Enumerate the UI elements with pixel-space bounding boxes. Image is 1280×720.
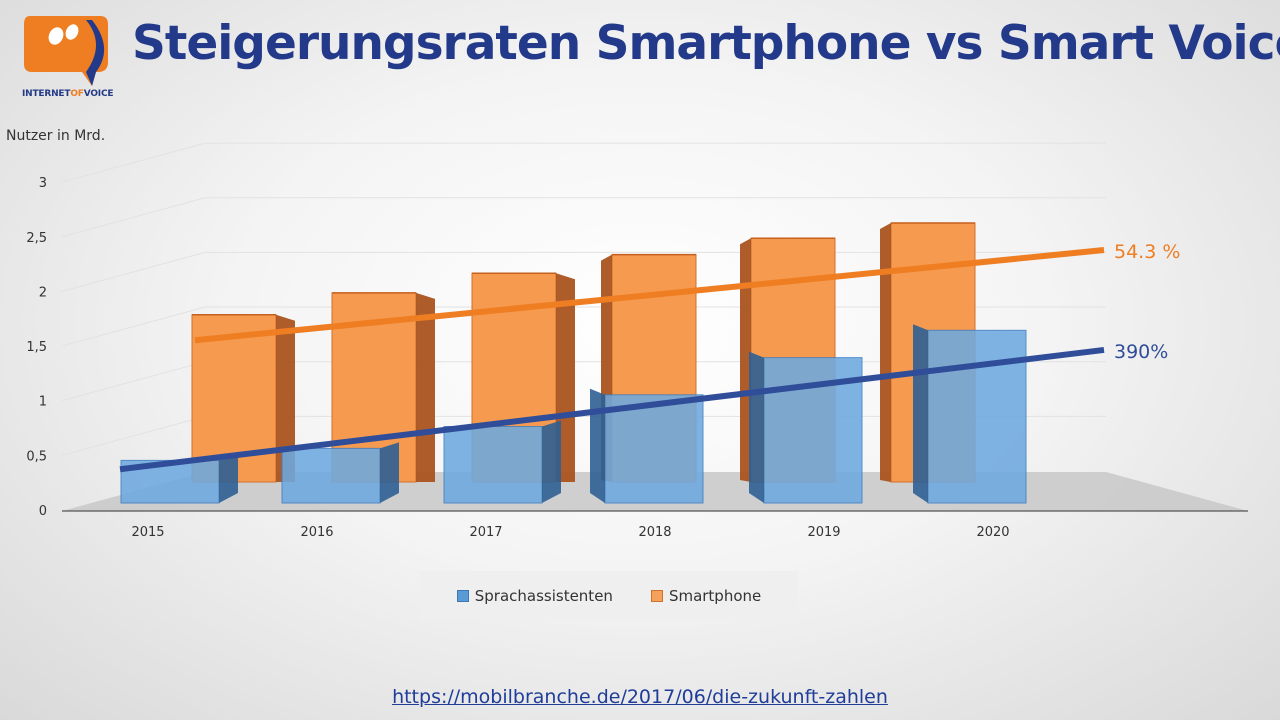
y-axis-label: Nutzer in Mrd.: [6, 128, 106, 144]
logo-text: INTERNETOFVOICE: [22, 89, 114, 99]
bar-sprachassistenten: [443, 420, 561, 504]
y-tick-label: 2,5: [26, 231, 47, 246]
bar-side-face: [749, 351, 764, 503]
bar-side-face: [542, 420, 561, 503]
logo-text-voice: VOICE: [83, 89, 114, 99]
page-title: Steigerungsraten Smartphone vs Smart Voi…: [132, 16, 1280, 71]
bar-side-face: [590, 388, 605, 503]
bar-side-face: [380, 442, 399, 503]
legend-swatch-orange: [650, 589, 663, 602]
bar-side-face: [416, 292, 435, 482]
y-tick-label: 3: [39, 176, 47, 191]
bar-side-face: [913, 324, 928, 503]
legend-item-sprachassistenten: Sprachassistenten: [456, 586, 613, 605]
trendline-label: 54.3 %: [1114, 241, 1180, 263]
legend-item-smartphone: Smartphone: [650, 586, 762, 605]
source-link[interactable]: https://mobilbranche.de/2017/06/die-zuku…: [392, 686, 888, 708]
y-tick-label: 0,5: [26, 449, 47, 464]
trendline: [119, 346, 1105, 473]
y-tick-label: 1: [39, 395, 47, 410]
x-tick-label: 2017: [469, 525, 502, 540]
internet-of-voice-logo: [24, 16, 108, 86]
x-tick-label: 2019: [807, 525, 840, 540]
x-tick-label: 2016: [300, 525, 333, 540]
logo-text-of: OF: [70, 89, 84, 99]
bar-side-face: [740, 238, 751, 482]
x-tick-label: 2018: [638, 525, 671, 540]
bar-sprachassistenten: [590, 388, 704, 504]
bar-front-face: [443, 425, 543, 504]
bar-front-face: [927, 329, 1027, 504]
bar-front-face: [604, 394, 704, 504]
trendline: [194, 247, 1105, 344]
chart-legend: Sprachassistenten Smartphone: [420, 571, 798, 620]
legend-swatch-blue: [456, 589, 469, 602]
bar-sprachassistenten: [749, 351, 863, 504]
bar-front-face: [281, 447, 381, 504]
y-tick-label: 2: [39, 285, 47, 300]
bar-sprachassistenten: [913, 324, 1027, 504]
gridline: [61, 197, 1106, 238]
bar-side-face: [276, 314, 295, 482]
x-tick-label: 2020: [976, 525, 1009, 540]
bar-sprachassistenten: [281, 442, 399, 504]
trendline-label: 390%: [1114, 341, 1168, 363]
y-tick-label: 1,5: [26, 340, 47, 355]
legend-label: Smartphone: [668, 586, 762, 605]
gridline: [61, 142, 1106, 183]
legend-label: Sprachassistenten: [474, 586, 613, 605]
speech-bubble-icon: [24, 16, 108, 86]
bar-side-face: [219, 454, 238, 503]
y-tick-label: 0: [39, 504, 47, 519]
x-tick-label: 2015: [131, 525, 164, 540]
bar-side-face: [880, 222, 891, 483]
logo-text-internet: INTERNET: [22, 89, 71, 99]
